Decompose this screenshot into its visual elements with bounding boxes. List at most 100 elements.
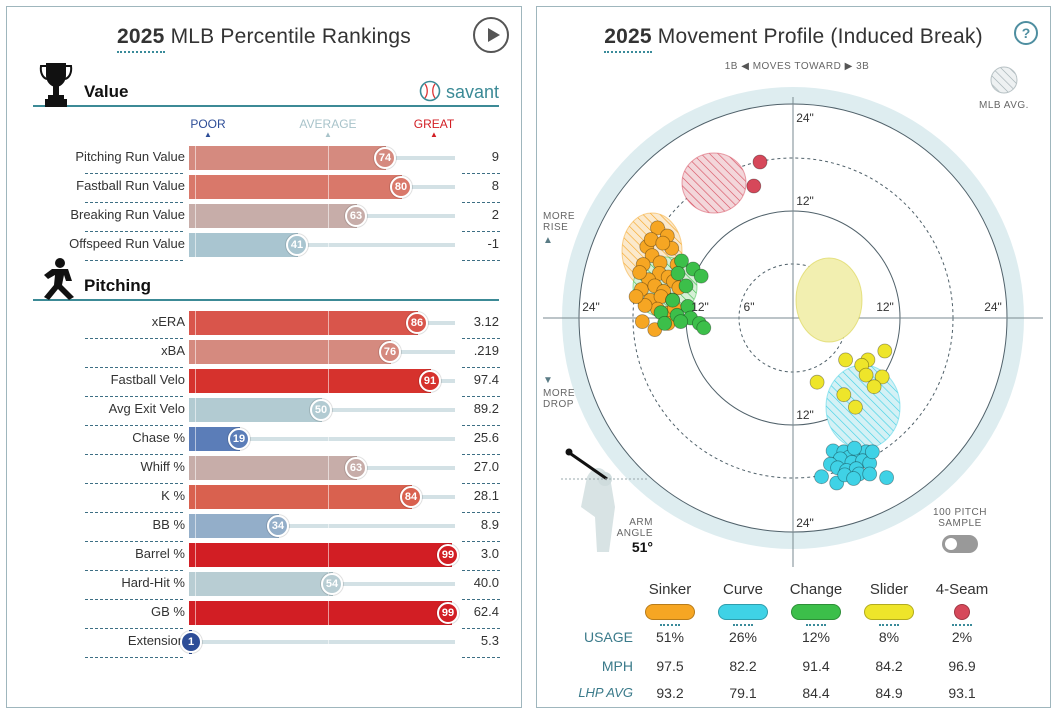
metric-gridline <box>195 514 196 538</box>
metric-name: Fastball Run Value <box>76 178 185 193</box>
row-separator <box>462 260 500 261</box>
more-drop-label: ▼ MORE DROP <box>543 375 583 410</box>
pitch-point[interactable] <box>814 469 829 485</box>
metric-row[interactable]: Hard-Hit % 54 40.0 <box>7 571 523 600</box>
metric-gridline <box>461 514 462 538</box>
metric-gridline <box>461 146 462 170</box>
savant-logo[interactable]: savant <box>419 80 499 103</box>
pitch-column[interactable]: Slider 8% 84.2 84.9 <box>849 573 929 703</box>
scale-poor: POOR ▲ <box>183 117 233 139</box>
metric-row[interactable]: Barrel % 99 3.0 <box>7 542 523 571</box>
pitch-column[interactable]: Sinker 51% 97.5 93.2 <box>630 573 710 703</box>
pitch-point[interactable] <box>752 154 768 170</box>
metric-percentile-circle: 74 <box>374 147 396 169</box>
pitch-point[interactable] <box>650 220 665 236</box>
pitch-point[interactable] <box>846 471 862 486</box>
pitch-point[interactable] <box>746 178 762 194</box>
pitch-column[interactable]: Curve 26% 82.2 79.1 <box>703 573 783 703</box>
pitch-point[interactable] <box>858 367 874 383</box>
pitch-point[interactable] <box>673 314 689 330</box>
metric-row[interactable]: Avg Exit Velo 50 89.2 <box>7 397 523 426</box>
pitch-underline <box>879 624 899 626</box>
row-separator <box>462 425 500 426</box>
metric-value: 27.0 <box>473 459 499 474</box>
ring-labels: 24" 12" 24" 12" 6" 12" 24" 12" 24" <box>582 111 1002 530</box>
pitch-point[interactable] <box>877 343 893 359</box>
pitch-point[interactable] <box>866 379 882 395</box>
pitch-point[interactable] <box>874 369 890 385</box>
moves-toward-right: 3B <box>856 61 870 72</box>
metric-bar <box>189 514 279 538</box>
metric-gridline <box>328 630 329 654</box>
metric-gridline <box>328 543 329 567</box>
metric-gridline <box>461 175 462 199</box>
metric-row[interactable]: Whiff % 63 27.0 <box>7 455 523 484</box>
pitch-point[interactable] <box>674 253 689 269</box>
pitch-point[interactable] <box>632 265 647 280</box>
metric-gridline <box>195 146 196 170</box>
metric-track <box>189 524 455 528</box>
pitch-point[interactable] <box>678 278 694 294</box>
metric-row[interactable]: Fastball Velo 91 97.4 <box>7 368 523 397</box>
pitch-point[interactable] <box>847 399 863 415</box>
pitch-point[interactable] <box>879 470 895 486</box>
pitch-point[interactable] <box>670 265 686 281</box>
label-bottom-12: 12" <box>796 408 814 422</box>
metric-value: 5.3 <box>480 633 499 648</box>
pitch-point[interactable] <box>628 289 644 305</box>
metric-track <box>189 640 455 644</box>
metric-gridline <box>461 543 462 567</box>
pitch-point[interactable] <box>809 374 825 390</box>
metric-value: 9 <box>491 149 499 164</box>
pitch-point[interactable] <box>637 298 653 313</box>
metric-row[interactable]: Extension 1 5.3 <box>7 629 523 658</box>
pitch-mph-value: 97.5 <box>656 658 684 674</box>
metric-row[interactable]: K % 84 28.1 <box>7 484 523 513</box>
pitch-point[interactable] <box>634 314 650 330</box>
metric-gridline <box>195 369 196 393</box>
metric-row[interactable]: Breaking Run Value 63 2 <box>7 203 523 232</box>
row-separator <box>462 173 500 174</box>
pitch-point[interactable] <box>665 292 681 308</box>
value-section-label: Value <box>84 82 129 101</box>
pitch-point[interactable] <box>862 466 878 482</box>
pitch-point[interactable] <box>864 444 880 460</box>
metric-row[interactable]: Offspeed Run Value 41 -1 <box>7 232 523 261</box>
arm-angle-line1: ARM <box>629 517 653 528</box>
metric-row[interactable]: Pitching Run Value 74 9 <box>7 145 523 174</box>
play-icon[interactable] <box>473 17 509 53</box>
scale-average-arrow: ▲ <box>324 130 332 139</box>
pitch-point[interactable] <box>693 268 709 284</box>
metric-value: .219 <box>473 343 499 358</box>
metric-row[interactable]: xERA 86 3.12 <box>7 310 523 339</box>
scale-great-arrow: ▲ <box>430 130 438 139</box>
metric-row[interactable]: Fastball Run Value 80 8 <box>7 174 523 203</box>
metric-gridline <box>328 311 329 335</box>
sample-toggle[interactable] <box>942 535 978 553</box>
pitch-point[interactable] <box>696 320 712 336</box>
metric-gridline <box>461 233 462 257</box>
more-rise-label: MORE RISE ▲ <box>543 211 583 246</box>
row-label-usage: USAGE <box>583 629 633 645</box>
metric-percentile-circle: 50 <box>310 399 332 421</box>
baseball-icon <box>419 80 441 102</box>
metric-row[interactable]: GB % 99 62.4 <box>7 600 523 629</box>
metric-bar <box>189 456 357 480</box>
metric-name: BB % <box>152 517 185 532</box>
metric-row[interactable]: xBA 76 .219 <box>7 339 523 368</box>
sample-toggle-group: 100 PITCH SAMPLE <box>927 507 993 553</box>
metric-row[interactable]: Chase % 19 25.6 <box>7 426 523 455</box>
pitch-column[interactable]: Change 12% 91.4 84.4 <box>776 573 856 703</box>
metric-row[interactable]: BB % 34 8.9 <box>7 513 523 542</box>
metric-gridline <box>461 398 462 422</box>
row-separator <box>85 657 183 658</box>
pitch-point[interactable] <box>847 440 862 456</box>
pitch-point[interactable] <box>838 352 854 368</box>
pitch-point[interactable] <box>655 235 671 251</box>
series-curve <box>814 440 895 491</box>
help-icon[interactable]: ? <box>1014 21 1038 45</box>
pitch-point[interactable] <box>657 315 672 331</box>
pitch-column[interactable]: 4-Seam 2% 96.9 93.1 <box>922 573 1002 703</box>
pitch-point[interactable] <box>836 387 852 403</box>
row-separator <box>462 570 500 571</box>
